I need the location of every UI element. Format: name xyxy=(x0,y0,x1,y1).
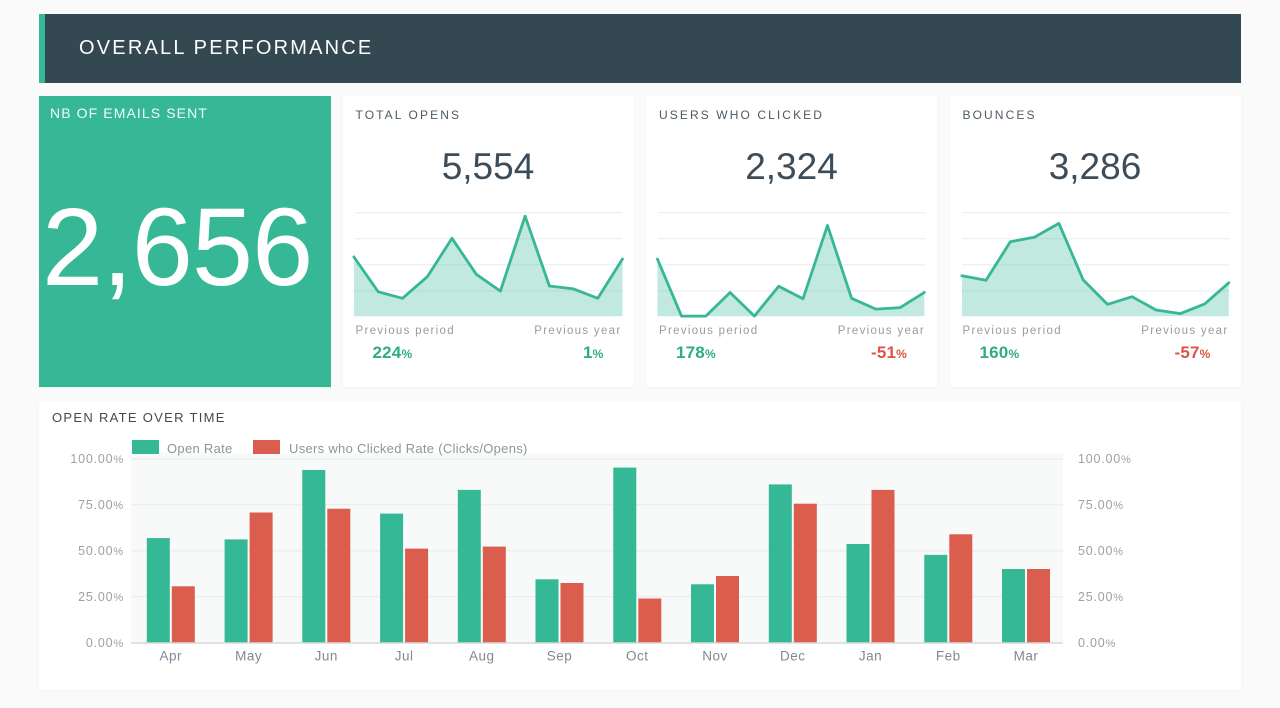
svg-text:May: May xyxy=(235,649,262,664)
svg-text:Jul: Jul xyxy=(395,649,414,664)
svg-text:Aug: Aug xyxy=(469,649,495,664)
svg-text:Jun: Jun xyxy=(315,649,338,664)
svg-text:Feb: Feb xyxy=(936,649,961,664)
svg-text:Oct: Oct xyxy=(626,649,649,664)
svg-text:Mar: Mar xyxy=(1014,649,1039,664)
svg-text:Jan: Jan xyxy=(859,649,882,664)
svg-text:Sep: Sep xyxy=(547,649,573,664)
svg-text:Apr: Apr xyxy=(160,649,183,664)
svg-text:Dec: Dec xyxy=(780,649,806,664)
svg-text:Nov: Nov xyxy=(702,649,728,664)
